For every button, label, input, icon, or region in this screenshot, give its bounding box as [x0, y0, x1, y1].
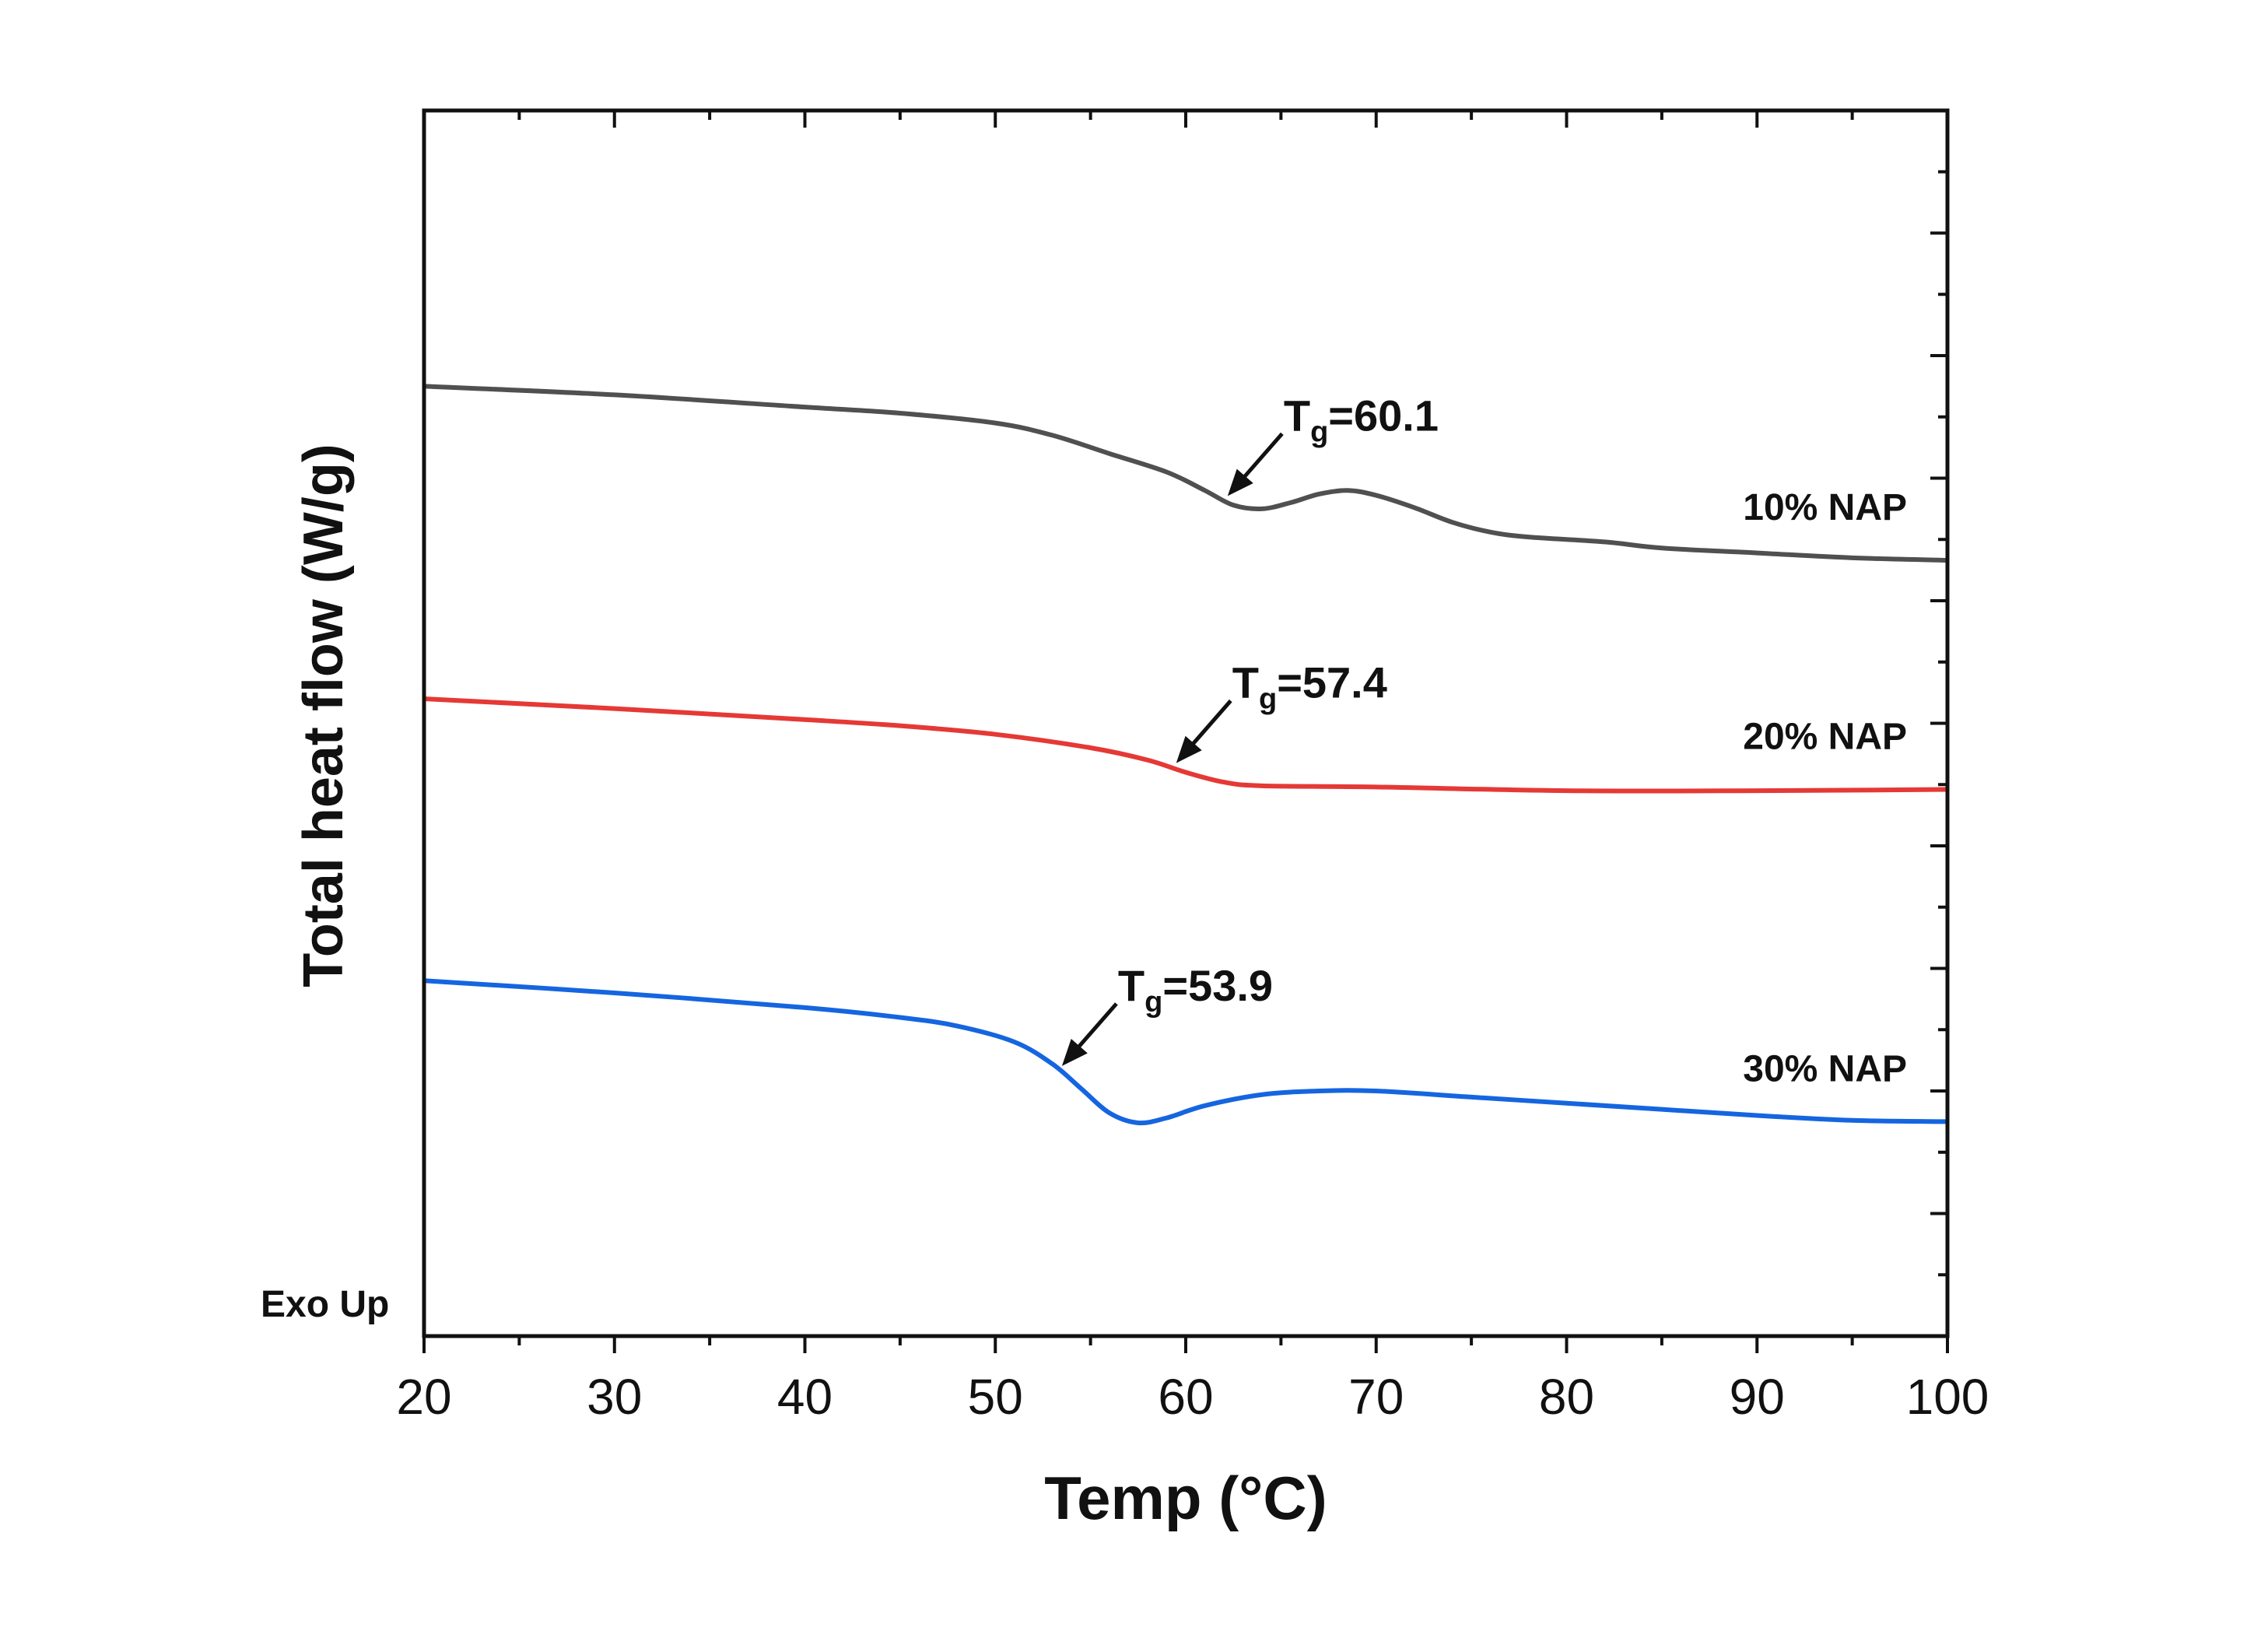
- tg-label: Tg=53.9: [1118, 961, 1273, 1019]
- series-line-3: [423, 978, 1948, 1126]
- series-label-3: 30% NAP: [1743, 1048, 1907, 1089]
- tg-arrow-shaft: [1185, 699, 1232, 752]
- series-label-1: 10% NAP: [1743, 487, 1907, 528]
- x-tick-label: 90: [1730, 1369, 1785, 1425]
- x-tick-label: 50: [968, 1369, 1023, 1425]
- tg-label: Tg=60.1: [1284, 391, 1439, 448]
- plot-frame: [422, 108, 1950, 1338]
- series-label-2: 20% NAP: [1743, 717, 1907, 758]
- x-tick-label: 80: [1539, 1369, 1594, 1425]
- x-axis-title: Temp (°C): [1044, 1464, 1327, 1532]
- dsc-chart: 10% NAP Tg=60.1 20% NAP Tg=57.4 30% NAP Tg=53…: [261, 108, 1989, 1532]
- x-tick-label: 20: [396, 1369, 451, 1425]
- tg-arrow-shaft: [1236, 432, 1284, 486]
- tg-label: Tg=57.4: [1232, 658, 1387, 716]
- y-axis-title: Total heat flow (W/g): [293, 444, 355, 987]
- labels-layer: 20 30 40 50 60 70 80 90 100: [396, 1369, 1989, 1425]
- series-line-2: [423, 696, 1948, 794]
- annotations-layer: 10% NAP Tg=60.1 20% NAP Tg=57.4 30% NAP Tg=53…: [1061, 391, 1907, 1089]
- x-tick-label: 40: [777, 1369, 833, 1425]
- tg-annotation-2: Tg=57.4: [1176, 658, 1387, 763]
- figure-frame: 10% NAP Tg=60.1 20% NAP Tg=57.4 30% NAP Tg=53…: [31, 44, 2238, 1608]
- curves-layer: [423, 384, 1948, 1126]
- exo-up-note: Exo Up: [261, 1284, 389, 1325]
- series-line-1: [423, 384, 1948, 563]
- x-tick-label: 100: [1906, 1369, 1989, 1425]
- tg-annotation-1: Tg=60.1: [1227, 391, 1439, 496]
- tg-arrow-head: [1176, 735, 1202, 763]
- x-tick-label: 70: [1348, 1369, 1404, 1425]
- tg-annotation-3: Tg=53.9: [1061, 961, 1273, 1066]
- tg-arrow-head: [1227, 468, 1253, 496]
- tg-arrow-shaft: [1071, 1002, 1118, 1055]
- ticks-layer: [422, 109, 1949, 1353]
- x-tick-label: 30: [587, 1369, 642, 1425]
- x-tick-label: 60: [1158, 1369, 1213, 1425]
- tg-arrow-head: [1061, 1039, 1088, 1066]
